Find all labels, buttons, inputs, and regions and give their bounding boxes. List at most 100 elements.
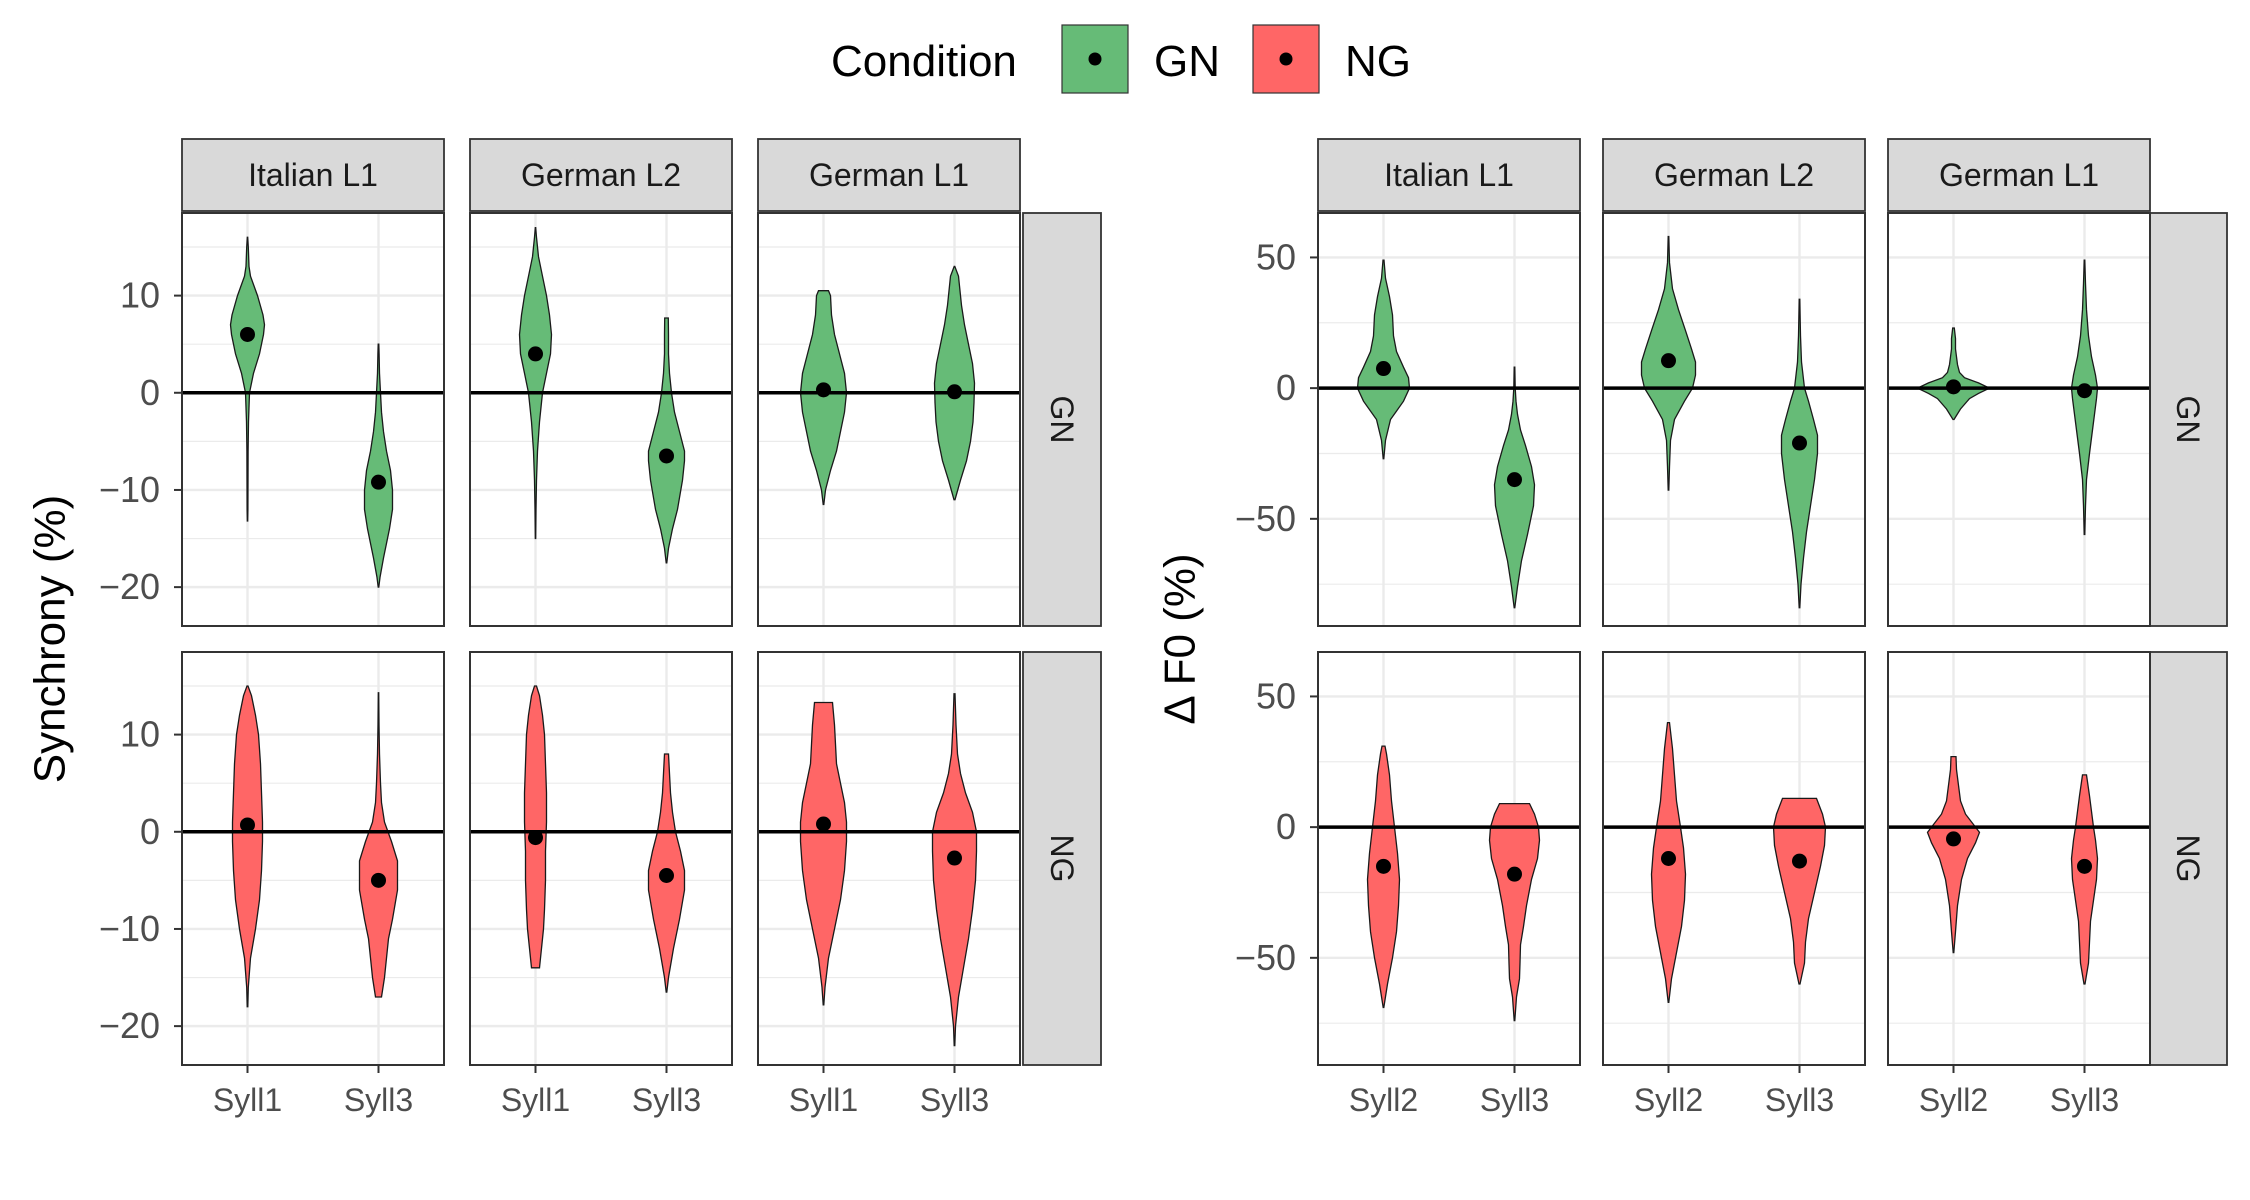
violin-ng-german-l2-syll3 [1772,797,1827,985]
legend-label-gn: GN [1154,37,1220,86]
panel-border [1317,212,1581,627]
y-tick-label: −50 [1235,937,1296,978]
panel-gn-italian-l1: −50 0 50 [1235,212,1581,627]
column-strip [1602,138,1866,212]
panel-ng-german-l2: Syll1 Syll3 [469,651,733,1118]
panel-background [1318,652,1580,1065]
panel-ng-german-l1: Syll1 Syll3 [757,651,1021,1118]
x-tick-label: Syll2 [1919,1082,1988,1118]
panel-background [1888,213,2150,626]
y-tick-label: 0 [140,372,160,413]
mean-point-gn-italian-l1-syll3 [1507,472,1522,488]
panel-border [1317,651,1581,1066]
panel-border [469,212,733,627]
y-tick-label: −10 [99,469,160,510]
mean-point-gn-german-l1-syll3 [2077,383,2092,399]
panel-background [182,652,444,1065]
x-tick-label: Syll3 [1480,1082,1549,1118]
column-strip-label: Italian L1 [248,157,378,193]
violin-gn-german-l2-syll3 [1780,298,1819,609]
mean-point-ng-italian-l1-syll3 [371,872,386,888]
mean-point-gn-german-l2-syll1 [528,346,543,362]
mean-point-ng-german-l1-syll3 [2077,858,2092,874]
y-tick-label: −10 [99,908,160,949]
panel-ng-italian-l1: −20 −10 0 10 Syll1 Syll3 [99,651,445,1118]
column-strip [181,138,445,212]
legend-key-ng-dot [1279,52,1293,66]
y-axis-title: Synchrony (%) [26,495,75,784]
column-strip-label: German L2 [1654,157,1814,193]
column-strip [469,138,733,212]
panel-border [181,651,445,1066]
violin-ng-german-l1-syll1 [799,701,848,1006]
mean-point-gn-german-l1-syll3 [947,384,962,400]
violin-ng-italian-l1-syll1 [231,685,264,1008]
mean-point-gn-italian-l1-syll3 [371,474,386,490]
row-strip-label: NG [2170,835,2206,883]
column-strip-label: German L2 [521,157,681,193]
mean-point-ng-italian-l1-syll3 [1507,866,1522,882]
row-strip [2148,212,2228,627]
row-strip-label: GN [2170,396,2206,444]
panel-background [1603,213,1865,626]
x-tick-label: Syll2 [1349,1082,1418,1118]
mean-point-ng-italian-l1-syll1 [240,817,255,833]
row-strip-label: NG [1044,835,1080,883]
y-tick-label: −20 [99,1005,160,1046]
violin-gn-german-l1-syll3 [933,265,976,501]
violin-gn-german-l2-syll3 [647,317,686,564]
row-strip [1022,212,1102,627]
legend-label-ng: NG [1345,37,1411,86]
panel-border [1887,212,2151,627]
column-strip-label: Italian L1 [1384,157,1514,193]
violin-ng-german-l1-syll2 [1926,755,1981,954]
panel-border [757,651,1021,1066]
panel-background [1318,213,1580,626]
panel-gn-italian-l1: −20 −10 0 10 [99,212,445,627]
mean-point-gn-german-l2-syll3 [1792,435,1807,451]
violin-ng-german-l1-syll3 [931,693,978,1047]
violin-ng-german-l2-syll1 [523,685,548,969]
mean-point-ng-german-l1-syll3 [947,850,962,866]
x-tick-label: Syll1 [789,1082,858,1118]
panel-background [1888,652,2150,1065]
x-tick-label: Syll3 [344,1082,413,1118]
x-tick-label: Syll3 [1765,1082,1834,1118]
mean-point-gn-italian-l1-syll2 [1376,361,1391,377]
violin-gn-german-l1-syll2 [1915,327,1992,421]
panel-border [181,212,445,627]
y-tick-label: 0 [1276,806,1296,847]
mean-point-ng-italian-l1-syll2 [1376,858,1391,874]
x-tick-label: Syll3 [632,1082,701,1118]
mean-point-ng-german-l2-syll3 [1792,853,1807,869]
violin-gn-italian-l1-syll1 [229,236,266,522]
y-tick-label: −20 [99,566,160,607]
panel-border [1602,212,1866,627]
row-strip-label: GN [1044,396,1080,444]
mean-point-gn-german-l2-syll2 [1661,353,1676,369]
mean-point-gn-german-l1-syll2 [1946,379,1961,395]
legend: Condition GN NG [831,24,1411,94]
panel-border [1602,651,1866,1066]
violin-ng-italian-l1-syll3 [358,692,399,998]
y-tick-label: 50 [1256,675,1296,716]
violin-gn-german-l1-syll1 [799,290,848,506]
panel-border [757,212,1021,627]
x-tick-label: Syll3 [2050,1082,2119,1118]
legend-key-gn-dot [1088,52,1102,66]
column-strip [1317,138,1581,212]
panel-ng-german-l2: Syll2 Syll3 [1602,651,1866,1118]
panel-background [470,652,732,1065]
plots: Italian L1 German L2 German L1 GN NG Synchron… [26,138,2228,1118]
mean-point-ng-german-l2-syll2 [1661,851,1676,866]
y-tick-label: 0 [1276,367,1296,408]
y-tick-label: 10 [120,714,160,755]
y-tick-label: −50 [1235,498,1296,539]
panel-background [1603,652,1865,1065]
x-tick-label: Syll1 [213,1082,282,1118]
legend-title: Condition [831,37,1017,86]
violin-gn-italian-l1-syll3 [1493,366,1536,609]
panel-border [1887,651,2151,1066]
panel-background [758,652,1020,1065]
